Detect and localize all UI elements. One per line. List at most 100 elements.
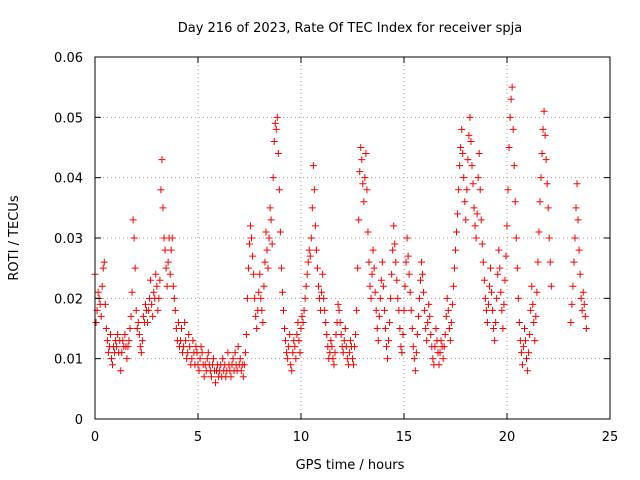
data-point [375,312,383,320]
data-point [404,252,412,260]
data-point [515,318,523,326]
data-point [572,204,580,212]
data-point [389,246,397,254]
data-point [139,312,147,320]
data-point [269,174,277,182]
data-point [407,306,415,314]
data-point [524,367,532,375]
data-point [134,318,142,326]
data-point [447,318,455,326]
data-point [101,300,109,308]
data-point [402,258,410,266]
data-point [387,294,395,302]
x-tick-label: 20 [499,430,516,445]
data-point [522,337,530,345]
y-tick-label: 0 [75,413,83,428]
data-point [313,264,321,272]
data-point [448,300,456,308]
data-point [508,83,516,91]
data-point [435,361,443,369]
data-point [547,282,555,290]
data-point [274,150,282,158]
data-point [271,119,279,127]
data-point [483,318,491,326]
data-point [356,168,364,176]
data-point [229,355,237,363]
data-point [117,367,125,375]
data-point [449,282,457,290]
data-point [378,258,386,266]
data-point [423,337,431,345]
data-point [358,156,366,164]
data-point [197,343,205,351]
data-point [427,331,435,339]
data-point [355,216,363,224]
data-point [506,113,514,121]
data-point [544,204,552,212]
data-point [256,270,264,278]
data-point [296,349,304,357]
data-point [156,276,164,284]
data-point [132,306,140,314]
data-point [381,325,389,332]
data-point [163,282,171,290]
data-point [268,240,276,248]
data-point [403,234,411,242]
data-point [263,246,271,254]
data-point [379,282,387,290]
data-point [532,312,540,320]
data-point [540,107,548,115]
data-point [439,355,447,363]
data-point [345,349,353,357]
data-point [106,331,114,339]
data-point [416,276,424,284]
data-point [364,228,372,236]
data-point [369,246,377,254]
x-tick-label: 0 [91,430,99,445]
y-tick-label: 0.05 [54,111,83,126]
data-point [455,186,463,194]
data-point [406,288,414,296]
data-point [133,325,141,332]
data-point [579,288,587,296]
data-point [265,234,273,242]
data-point [390,222,398,230]
data-point [310,186,318,194]
data-point [457,144,465,151]
data-point [102,325,110,332]
data-point [392,258,400,266]
data-point [414,312,422,320]
data-point [454,210,462,218]
data-point [311,222,319,230]
data-point [287,361,295,369]
data-point [171,306,179,314]
data-point [410,355,418,363]
data-point [319,270,327,278]
data-point [336,318,344,326]
data-point [118,349,126,357]
data-point [97,312,105,320]
data-point [185,331,193,339]
data-point [295,337,303,345]
data-point [204,349,212,357]
data-point [103,337,111,345]
data-point [518,361,526,369]
data-point [453,228,461,236]
data-point [384,355,392,363]
data-point [252,312,260,320]
data-point [493,294,501,302]
data-point [300,306,308,314]
data-point [397,343,405,351]
data-point [164,258,172,266]
data-point [475,150,483,158]
data-point [546,258,554,266]
data-point [318,288,326,296]
data-point [543,180,551,188]
data-point [405,270,413,278]
data-point [312,246,320,254]
data-point [531,337,539,345]
data-point [167,246,175,254]
data-point [411,367,419,375]
data-point [275,186,283,194]
data-point [337,331,345,339]
